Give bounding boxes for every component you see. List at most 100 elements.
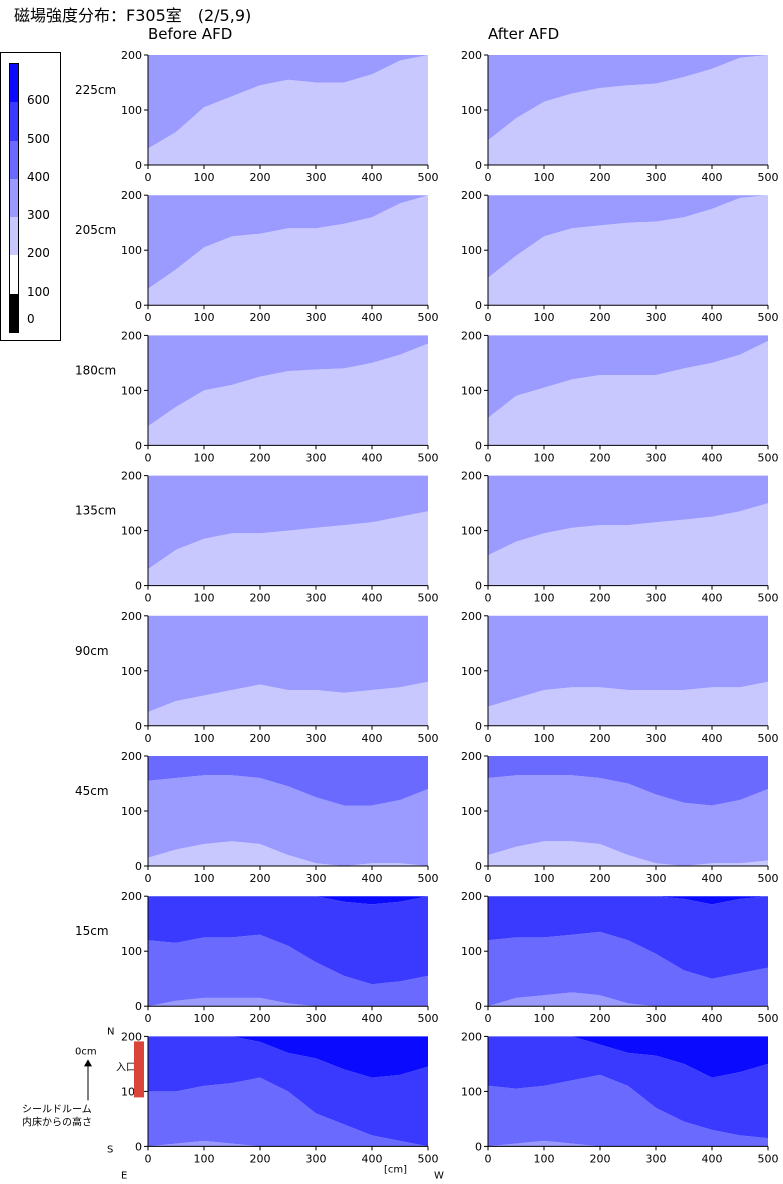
panel-1-after-y-tick-label-200: 200 <box>461 189 482 202</box>
panel-0-after-y-tick-label-200: 200 <box>461 49 482 62</box>
legend-swatch-200 <box>10 217 18 256</box>
panel-4-after-x-tick-label-400: 400 <box>702 732 723 745</box>
panel-4-after-y-tick-label-0: 0 <box>475 720 482 733</box>
panel-0-after-x-tick-label-400: 400 <box>702 171 723 184</box>
panel-4-before-x-tick-label-100: 100 <box>194 732 215 745</box>
panel-7-after-x-tick-label-200: 200 <box>590 1152 611 1165</box>
x-unit-label: [cm] <box>384 1164 407 1175</box>
panel-1-after-band-1 <box>488 195 768 278</box>
panel-2-after-y-tick-label-100: 100 <box>461 384 482 397</box>
panel-2-after-x-tick-label-200: 200 <box>590 451 611 464</box>
panel-1-before-x-tick-label-400: 400 <box>362 311 383 324</box>
panel-6-before-band-0 <box>148 997 428 1007</box>
panel-1-before-x-tick-label-300: 300 <box>306 311 327 324</box>
height-arrow-head <box>84 1059 92 1067</box>
panel-1-before-y-tick-label-200: 200 <box>121 189 142 202</box>
panel-2-before-y-tick-label-100: 100 <box>121 384 142 397</box>
panel-0-before-band-1 <box>148 55 428 149</box>
panel-6-after-band-2 <box>488 896 768 979</box>
panel-3-before-x-tick-label-400: 400 <box>362 592 383 605</box>
panel-7-before-x-tick-label-0: 0 <box>145 1152 152 1165</box>
panel-6-after-y-tick-label-100: 100 <box>461 945 482 958</box>
panel-4-before-y-tick-label-100: 100 <box>121 665 142 678</box>
panel-1-before-x-tick-label-0: 0 <box>145 311 152 324</box>
panel-2-before-x-tick-label-100: 100 <box>194 451 215 464</box>
panel-0-before-y-tick-label-200: 200 <box>121 49 142 62</box>
panel-0-before-x-tick-label-300: 300 <box>306 171 327 184</box>
panel-3-after-x-tick-label-200: 200 <box>590 592 611 605</box>
panel-0-after-y-tick-label-100: 100 <box>461 104 482 117</box>
legend-swatch-500 <box>10 102 18 141</box>
panel-7-after-x-tick-label-400: 400 <box>702 1152 723 1165</box>
panel-1-after-x-tick-label-400: 400 <box>702 311 723 324</box>
height-note-line-2: 内床からの高さ <box>22 1115 92 1128</box>
panel-1-after-y-tick-label-100: 100 <box>461 244 482 257</box>
panel-5-after-x-tick-label-300: 300 <box>646 872 667 885</box>
panel-4-before-y-tick-label-0: 0 <box>135 720 142 733</box>
panel-2-before-x-tick-label-500: 500 <box>418 451 439 464</box>
panel-6-after-band-1 <box>488 931 768 1007</box>
height-label-1: 205cm <box>75 223 116 237</box>
height-label-4: 90cm <box>75 644 109 658</box>
panel-7-after-x-tick-label-100: 100 <box>534 1152 555 1165</box>
panel-6-before-x-tick-label-300: 300 <box>306 1012 327 1025</box>
panel-0-after-x-tick-label-200: 200 <box>590 171 611 184</box>
panel-7-after-band-2 <box>488 1036 768 1139</box>
panel-5-before-y-tick-label-200: 200 <box>121 750 142 763</box>
panel-3-after-y-tick-label-0: 0 <box>475 580 482 593</box>
panel-0-before-x-tick-label-400: 400 <box>362 171 383 184</box>
panel-6-before-x-tick-label-200: 200 <box>250 1012 271 1025</box>
east-label: E <box>121 1170 127 1181</box>
legend-swatch-300 <box>10 178 18 218</box>
panel-7-before-x-tick-label-300: 300 <box>306 1152 327 1165</box>
panel-3-before-y-tick-label-100: 100 <box>121 525 142 538</box>
panel-4-after-x-tick-label-500: 500 <box>758 732 779 745</box>
panel-3-before-x-tick-label-300: 300 <box>306 592 327 605</box>
height-label-6: 15cm <box>75 924 109 938</box>
panel-7-before-y-tick-label-200: 200 <box>121 1030 142 1043</box>
panel-5-before-x-tick-label-0: 0 <box>145 872 152 885</box>
panel-4-after-x-tick-label-200: 200 <box>590 732 611 745</box>
panel-5-after-band-0 <box>488 841 768 866</box>
panel-2-after-y-tick-label-200: 200 <box>461 329 482 342</box>
panel-1-before-band-1 <box>148 195 428 289</box>
panel-1-after-x-tick-label-300: 300 <box>646 311 667 324</box>
panel-2-after-y-tick-label-0: 0 <box>475 439 482 452</box>
panel-0-before-x-tick-label-0: 0 <box>145 171 152 184</box>
legend-color-bar <box>9 63 19 333</box>
panel-5-after-x-tick-label-400: 400 <box>702 872 723 885</box>
height-label-0: 225cm <box>75 83 116 97</box>
panel-0-before-x-tick-label-100: 100 <box>194 171 215 184</box>
legend-swatch-100 <box>10 255 18 294</box>
zero-height-label: 0cm <box>75 1046 97 1057</box>
panel-3-after-band-1 <box>488 475 768 556</box>
panel-5-before-x-tick-label-300: 300 <box>306 872 327 885</box>
panel-0-after-x-tick-label-0: 0 <box>485 171 492 184</box>
panel-7-before-y-tick-label-0: 0 <box>135 1140 142 1153</box>
entrance-marker <box>134 1041 144 1098</box>
page-title: 磁場強度分布：F305室 (2/5,9) <box>14 6 252 25</box>
legend-label-100: 100 <box>27 284 50 299</box>
entrance-label: 入口 <box>116 1062 136 1073</box>
panel-5-after-x-tick-label-0: 0 <box>485 872 492 885</box>
panel-7-before-band-2 <box>148 1036 428 1147</box>
legend-label-500: 500 <box>27 131 50 146</box>
panel-5-before-x-tick-label-400: 400 <box>362 872 383 885</box>
panel-6-before-x-tick-label-500: 500 <box>418 1012 439 1025</box>
panel-2-before-y-tick-label-0: 0 <box>135 439 142 452</box>
panel-1-before-y-tick-label-0: 0 <box>135 299 142 312</box>
panel-4-before-band-0 <box>148 681 428 726</box>
panel-5-after-y-tick-label-100: 100 <box>461 805 482 818</box>
panel-0-after-band-1 <box>488 55 768 141</box>
panel-7-after-y-tick-label-200: 200 <box>461 1030 482 1043</box>
panel-6-after-y-tick-label-0: 0 <box>475 1000 482 1013</box>
legend-label-300: 300 <box>27 208 50 223</box>
panel-7-after-band-3 <box>488 1036 768 1078</box>
panel-6-after-x-tick-label-500: 500 <box>758 1012 779 1025</box>
panel-6-before-x-tick-label-400: 400 <box>362 1012 383 1025</box>
panel-3-before-x-tick-label-100: 100 <box>194 592 215 605</box>
panel-1-after-x-tick-label-500: 500 <box>758 311 779 324</box>
panel-3-before-x-tick-label-200: 200 <box>250 592 271 605</box>
panel-6-before-x-tick-label-0: 0 <box>145 1012 152 1025</box>
panel-0-before-band-0 <box>148 55 428 165</box>
